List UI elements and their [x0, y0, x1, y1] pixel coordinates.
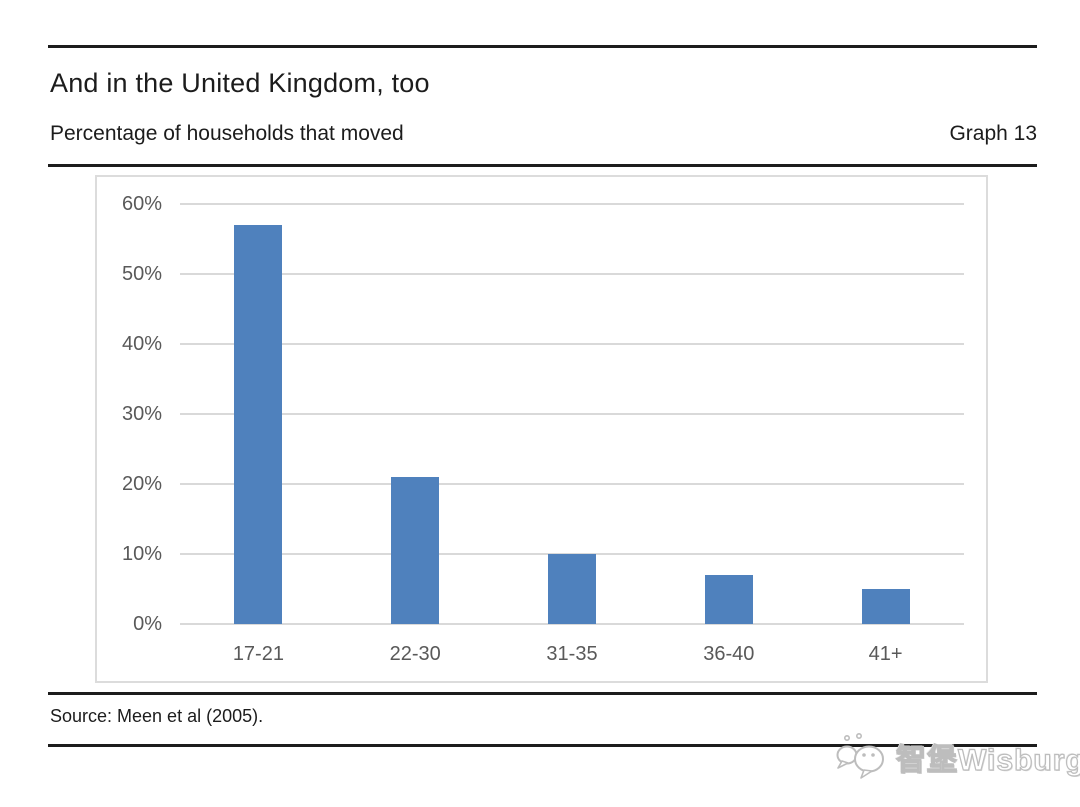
page-title: And in the United Kingdom, too [50, 68, 430, 98]
header-divider-rule [48, 164, 1037, 167]
bar-36-40 [704, 575, 753, 624]
subtitle-row: Percentage of households that moved Grap… [50, 122, 1037, 146]
wechat-bubbles-icon [836, 732, 884, 779]
y-tick-label: 40% [121, 333, 162, 355]
top-rule [48, 45, 1037, 48]
source-note: Source: Meen et al (2005). [50, 706, 264, 726]
y-tick-label: 50% [121, 263, 162, 285]
gridline [180, 413, 964, 415]
y-tick-label: 20% [121, 473, 162, 495]
x-tick-label: 17-21 [232, 643, 284, 665]
watermark: 智堡Wisburg [836, 731, 1080, 783]
bar-22-30 [391, 477, 440, 624]
y-tick-label: 60% [121, 193, 162, 215]
y-tick-label: 10% [121, 543, 162, 565]
gridline [180, 483, 964, 485]
x-tick-label: 36-40 [703, 643, 755, 665]
x-tick-label: 41+ [868, 643, 903, 665]
y-tick-label: 30% [121, 403, 162, 425]
watermark-text: 智堡Wisburg [895, 743, 1080, 777]
gridline [180, 203, 964, 205]
y-tick-label: 0% [133, 613, 162, 635]
x-tick-label: 22-30 [389, 643, 441, 665]
x-tick-label: 31-35 [546, 643, 598, 665]
bar-chart: 60% 50% 40% 30% 20% 10% 0% 17-21 22-30 31-35 36-4… [95, 175, 988, 683]
bar-31-35 [548, 554, 596, 624]
gridline [180, 273, 964, 275]
graph-number-label: Graph 13 [949, 122, 1037, 145]
gridline [180, 623, 964, 625]
footer-bottom-rule [48, 744, 1037, 747]
bar-41+ [861, 589, 910, 624]
gridline [180, 343, 964, 345]
bar-17-21 [234, 225, 283, 624]
footer-top-rule [48, 692, 1037, 695]
chart-subtitle: Percentage of households that moved [50, 122, 404, 145]
